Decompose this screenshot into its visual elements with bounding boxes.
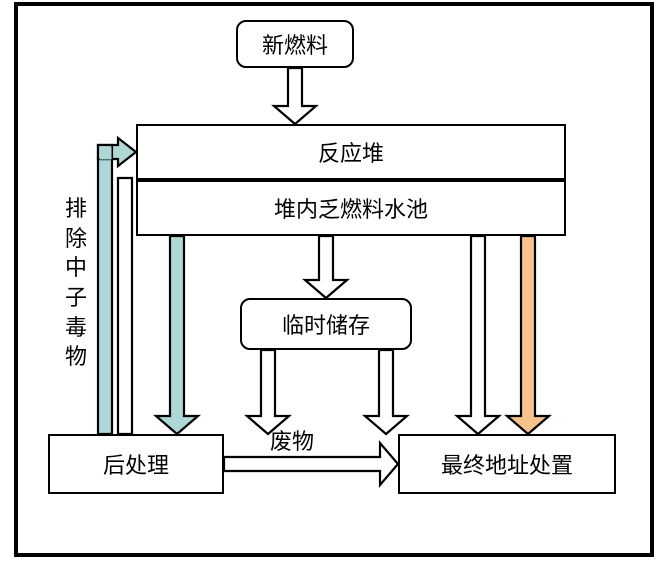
arrow-pool-to-reprocessing-teal bbox=[156, 236, 198, 434]
node-reprocessing-label: 后处理 bbox=[103, 448, 169, 480]
label-waste-text: 废物 bbox=[270, 429, 314, 454]
node-temp-storage-label: 临时储存 bbox=[282, 308, 370, 340]
node-new-fuel: 新燃料 bbox=[236, 20, 354, 68]
arrow-temp-to-reprocessing bbox=[247, 350, 289, 434]
arrow-reprocessing-to-reactor-white bbox=[118, 165, 132, 434]
label-remove-neutron-poison-text: 排除中子毒物 bbox=[65, 196, 87, 369]
arrow-pool-to-final-white bbox=[457, 236, 499, 434]
arrow-newfuel-to-reactor bbox=[274, 68, 316, 124]
node-reprocessing: 后处理 bbox=[48, 434, 224, 494]
node-spent-pool: 堆内乏燃料水池 bbox=[136, 180, 566, 236]
node-final-disposal-label: 最终地址处置 bbox=[441, 448, 573, 480]
node-reactor-label: 反应堆 bbox=[318, 136, 384, 168]
arrow-reprocessing-to-reactor-teal bbox=[98, 138, 136, 434]
arrow-pool-to-final-orange bbox=[507, 236, 549, 434]
node-reactor: 反应堆 bbox=[136, 124, 566, 180]
diagram-frame: 新燃料 反应堆 堆内乏燃料水池 临时储存 后处理 最终地址处置 排除中子毒物 废… bbox=[14, 2, 654, 557]
node-spent-pool-label: 堆内乏燃料水池 bbox=[274, 192, 428, 224]
label-remove-neutron-poison: 排除中子毒物 bbox=[64, 194, 88, 372]
arrow-temp-to-final bbox=[365, 350, 407, 434]
node-temp-storage: 临时储存 bbox=[240, 298, 412, 350]
arrow-pool-to-temp bbox=[305, 236, 347, 298]
label-waste: 废物 bbox=[270, 424, 314, 456]
node-final-disposal: 最终地址处置 bbox=[398, 434, 616, 494]
node-new-fuel-label: 新燃料 bbox=[262, 28, 328, 60]
